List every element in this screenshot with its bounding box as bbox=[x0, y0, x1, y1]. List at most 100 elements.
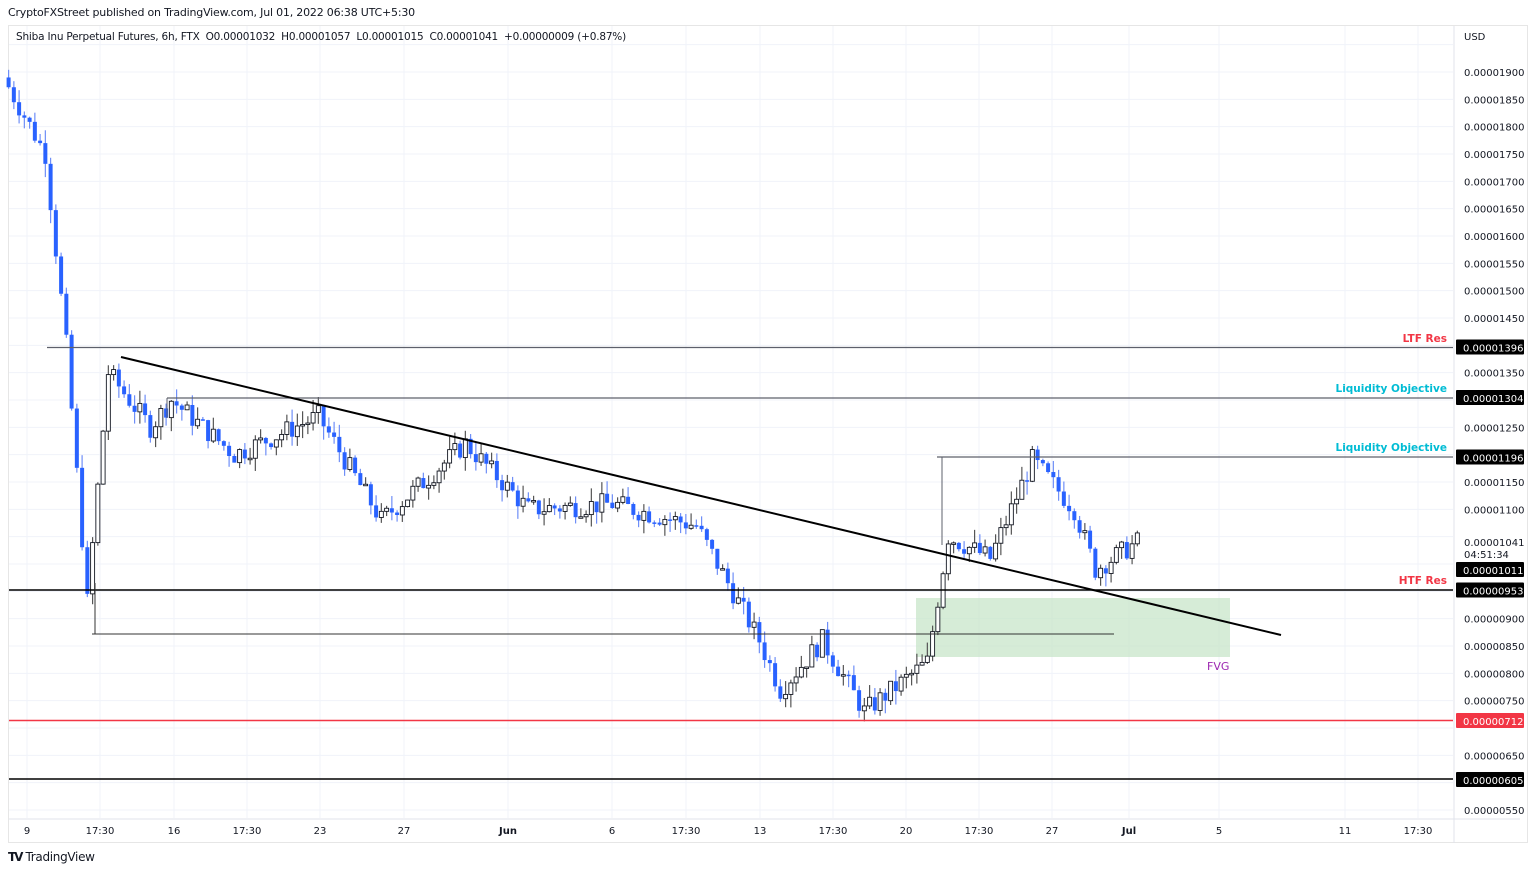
fvg-rect bbox=[916, 598, 1230, 657]
candles bbox=[6, 69, 1140, 722]
price-tick: 0.00000900 bbox=[1464, 615, 1524, 626]
time-tick: 17:30 bbox=[233, 826, 262, 837]
last-price: 0.00001041 bbox=[1464, 538, 1524, 549]
bear-candle bbox=[22, 115, 27, 118]
bull-candle bbox=[998, 527, 1004, 544]
bear-candle bbox=[1051, 472, 1056, 478]
bear-candle bbox=[883, 692, 888, 701]
bear-candle bbox=[652, 522, 657, 524]
bull-candle bbox=[1008, 503, 1014, 526]
bear-candle bbox=[53, 210, 58, 257]
bull-candle bbox=[378, 510, 384, 518]
time-tick: 6 bbox=[609, 826, 615, 837]
bar-countdown: 04:51:34 bbox=[1464, 550, 1509, 561]
bear-candle bbox=[1040, 460, 1045, 464]
descending-trendline[interactable] bbox=[120, 356, 1282, 636]
bull-candle bbox=[315, 405, 321, 413]
liquidity-objective-2-label: Liquidity Objective bbox=[1336, 442, 1448, 454]
support-low-badge bbox=[1456, 713, 1524, 728]
bear-candle bbox=[1077, 520, 1082, 533]
bear-candle bbox=[242, 449, 247, 459]
ohlc-close: C0.00001041 bbox=[429, 31, 499, 43]
bear-candle bbox=[988, 546, 993, 559]
bull-candle bbox=[788, 682, 794, 695]
bull-candle bbox=[966, 546, 972, 555]
bull-candle bbox=[840, 674, 846, 677]
bear-candle bbox=[116, 369, 121, 387]
bull-candle bbox=[903, 673, 909, 678]
support-lower-badge-text: 0.00000605 bbox=[1463, 776, 1523, 787]
bear-candle bbox=[200, 419, 205, 421]
bear-candle bbox=[626, 496, 631, 504]
bear-candle bbox=[74, 408, 79, 468]
bear-candle bbox=[631, 503, 636, 515]
bear-candle bbox=[232, 456, 237, 463]
bull-candle bbox=[273, 439, 279, 448]
bull-candle bbox=[982, 546, 988, 554]
bull-candle bbox=[462, 438, 468, 459]
bear-candle bbox=[17, 102, 22, 116]
bull-candle bbox=[641, 510, 647, 521]
bear-candle bbox=[6, 77, 11, 88]
bull-candle bbox=[588, 501, 594, 516]
last-price-badge bbox=[1456, 534, 1524, 560]
time-tick: 11 bbox=[1339, 826, 1352, 837]
bull-candle bbox=[294, 425, 300, 438]
price-tick: 0.00001700 bbox=[1464, 177, 1524, 188]
bear-candle bbox=[227, 445, 232, 457]
bull-candle bbox=[935, 606, 941, 633]
price-tick: 0.00001800 bbox=[1464, 123, 1524, 134]
bear-candle bbox=[206, 420, 211, 442]
currency-label: USD bbox=[1464, 32, 1486, 43]
ltf-res-label: LTF Res bbox=[1403, 333, 1447, 345]
bull-candle bbox=[1019, 479, 1025, 500]
bear-candle bbox=[636, 514, 641, 521]
bull-candle bbox=[153, 426, 159, 439]
bull-candle bbox=[793, 676, 799, 684]
price-axis[interactable]: USD 0.00001900 0.00001850 0.00001800 0.00001… bbox=[1453, 26, 1524, 843]
grid-lines bbox=[9, 26, 1453, 818]
time-axis[interactable]: 9 17:30 16 17:30 23 27 Jun 6 17:30 13 17:30 20 17:30… bbox=[9, 818, 1520, 837]
bear-candle bbox=[148, 415, 153, 438]
bear-candle bbox=[421, 478, 426, 489]
bull-candle bbox=[599, 493, 605, 513]
price-tick: 0.00000650 bbox=[1464, 751, 1524, 762]
bear-candle bbox=[395, 512, 400, 515]
ohlc-change: +0.00000009 (+0.87%) bbox=[504, 31, 626, 43]
bear-candle bbox=[64, 293, 69, 335]
bull-candle bbox=[1113, 547, 1119, 563]
bull-candle bbox=[363, 483, 369, 487]
bull-candle bbox=[210, 428, 216, 442]
price-tick: 0.00000550 bbox=[1464, 806, 1524, 817]
bull-candle bbox=[452, 443, 458, 451]
bear-candle bbox=[1025, 480, 1030, 482]
bull-candle bbox=[410, 485, 416, 501]
bull-candle bbox=[158, 408, 164, 428]
bear-candle bbox=[321, 405, 326, 427]
time-tick: 23 bbox=[314, 826, 327, 837]
bull-candle bbox=[1014, 498, 1020, 505]
bull-candle bbox=[898, 676, 904, 692]
bear-candle bbox=[27, 117, 32, 122]
bull-candle bbox=[930, 631, 936, 657]
bear-candle bbox=[216, 429, 221, 442]
bear-candle bbox=[374, 505, 379, 518]
current-level-badge bbox=[1456, 562, 1524, 577]
bear-candle bbox=[80, 467, 85, 548]
bull-candle bbox=[1119, 541, 1125, 549]
bear-candle bbox=[851, 675, 856, 691]
bull-candle bbox=[819, 629, 825, 658]
bull-candle bbox=[168, 400, 174, 419]
bear-candle bbox=[757, 622, 762, 643]
bear-candle bbox=[127, 394, 132, 406]
bear-candle bbox=[122, 386, 127, 395]
bear-candle bbox=[715, 548, 720, 569]
bull-candle bbox=[735, 597, 741, 604]
bear-candle bbox=[731, 583, 736, 604]
bull-candle bbox=[520, 497, 526, 507]
bear-candle bbox=[1056, 477, 1061, 492]
bull-candle bbox=[888, 680, 894, 702]
tradingview-brand[interactable]: TV TradingView bbox=[8, 850, 95, 864]
bear-candle bbox=[143, 403, 148, 416]
